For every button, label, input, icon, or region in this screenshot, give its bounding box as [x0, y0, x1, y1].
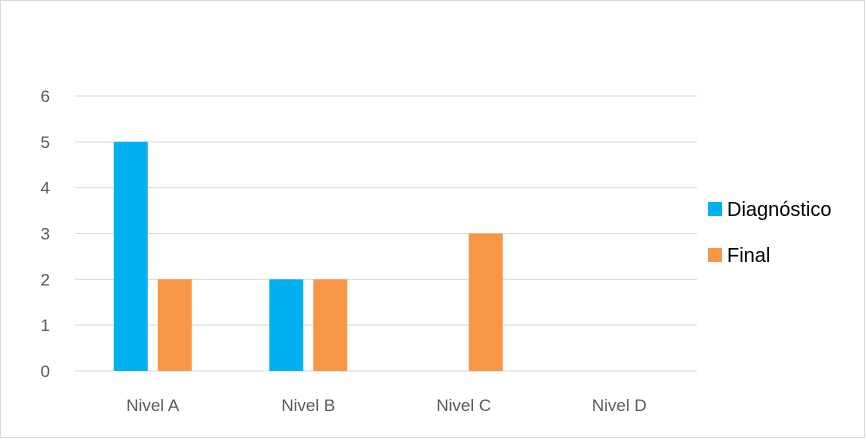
y-axis-tick-labels: 0 1 2 3 4 5 6: [41, 87, 50, 381]
legend-label: Final: [727, 245, 770, 267]
y-tick-label: 1: [41, 316, 50, 335]
bar-diagn-stico-nivel-a: [113, 141, 148, 371]
bar-final-nivel-b: [313, 279, 348, 371]
y-tick-label: 5: [41, 133, 50, 152]
y-tick-label: 6: [41, 87, 50, 106]
legend: Diagnóstico Final: [708, 199, 832, 267]
y-tick-label: 0: [41, 362, 50, 381]
bar-final-nivel-c: [468, 233, 503, 371]
bar-final-nivel-a: [157, 279, 192, 371]
legend-swatch: [708, 202, 722, 216]
x-tick-label: Nivel D: [592, 396, 647, 415]
y-tick-label: 2: [41, 270, 50, 289]
bar-diagn-stico-nivel-b: [269, 279, 304, 371]
x-tick-label: Nivel A: [126, 396, 180, 415]
legend-swatch: [708, 248, 722, 262]
y-tick-label: 3: [41, 225, 50, 244]
x-axis-tick-labels: Nivel A Nivel B Nivel C Nivel D: [126, 396, 646, 415]
y-tick-label: 4: [41, 179, 50, 198]
legend-label: Diagnóstico: [727, 199, 832, 221]
x-tick-label: Nivel C: [436, 396, 491, 415]
x-tick-label: Nivel B: [281, 396, 335, 415]
bars: [113, 141, 503, 371]
